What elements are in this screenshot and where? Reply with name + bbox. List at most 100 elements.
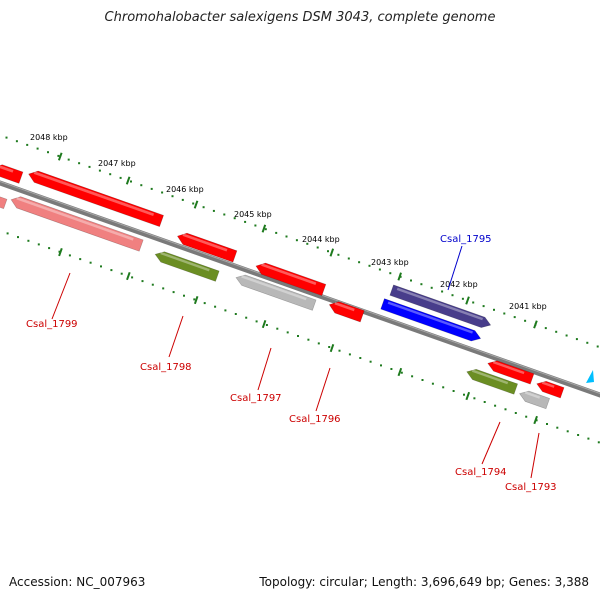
outer-ruler-ticks	[57, 152, 538, 329]
ruler-tick	[193, 200, 199, 209]
ruler-dot	[119, 176, 122, 179]
ruler-dot	[57, 154, 60, 157]
ruler-dot	[286, 331, 289, 334]
gene-label[interactable]: Csal_1794	[455, 467, 507, 478]
ruler-label: 2045 kbp	[234, 210, 272, 219]
ruler-dot	[150, 187, 153, 190]
ruler-dot	[555, 330, 558, 333]
ruler-tick	[533, 415, 538, 425]
ruler-dot	[141, 280, 144, 283]
ruler-tick	[397, 272, 402, 281]
gene-csal-1796	[328, 301, 365, 323]
ruler-dot	[420, 283, 423, 286]
gene-csal-1798-a-arrow	[176, 232, 238, 263]
ruler-dot	[109, 173, 112, 176]
ruler-dot	[5, 136, 8, 139]
gene-layer	[0, 164, 565, 410]
ruler-dot	[577, 434, 580, 436]
ruler-dot	[306, 242, 309, 245]
gene-label[interactable]: Csal_1793	[505, 482, 557, 493]
gene-csal-1793-a-shine	[541, 381, 555, 388]
gene-label[interactable]: Csal_1798	[140, 362, 192, 373]
gene-csal-1798-b-shine	[160, 251, 210, 272]
ruler-dot	[430, 286, 433, 289]
ruler-dot	[58, 250, 61, 253]
ruler-dot	[544, 327, 547, 330]
gene-csal-1797-a	[255, 262, 327, 297]
ruler-tick	[57, 152, 63, 161]
ruler-tick	[465, 391, 471, 401]
ruler-dot	[524, 319, 527, 322]
ruler-dot	[596, 345, 599, 348]
ruler-dot	[285, 235, 288, 238]
gene-label-leader	[481, 421, 501, 465]
ruler-dot	[79, 258, 82, 261]
gene-csal-1794-b-shine	[471, 369, 509, 385]
ruler-dot	[482, 305, 485, 308]
ruler-dot	[575, 338, 578, 341]
ruler-label: 2042 kbp	[440, 280, 478, 289]
ruler-dot	[338, 349, 341, 352]
ruler-dot	[36, 147, 39, 150]
ruler-dot	[265, 324, 268, 326]
ruler-dot	[378, 268, 381, 271]
ruler-dot	[348, 353, 351, 356]
ruler-label: 2041 kbp	[509, 302, 547, 311]
ruler-dot	[203, 302, 206, 305]
inner-ruler-dots	[6, 232, 600, 444]
gene-label[interactable]: Csal_1797	[230, 393, 282, 404]
ruler-dot	[172, 291, 175, 294]
gene-csal-1794-a-shine	[492, 360, 525, 375]
gene-unlabeled-2	[0, 193, 8, 210]
ruler-dot	[369, 360, 372, 363]
ruler-dot	[151, 283, 154, 286]
genome-backbone-highlight	[0, 180, 600, 395]
ruler-dot	[586, 341, 589, 344]
ruler-dot	[442, 386, 445, 389]
ruler-dot	[307, 338, 310, 341]
ruler-dot	[6, 232, 9, 235]
ruler-dot	[183, 294, 185, 297]
ruler-dot	[327, 250, 329, 253]
genome-backbone	[0, 180, 600, 398]
ruler-dot	[565, 334, 568, 337]
ruler-dot	[162, 287, 165, 290]
ruler-dot	[525, 415, 528, 418]
ruler-dot	[275, 231, 278, 234]
ruler-label: 2044 kbp	[302, 235, 340, 244]
ruler-dot	[78, 162, 81, 165]
ruler-dot	[130, 180, 132, 183]
ruler-dot	[358, 261, 361, 264]
gene-csal-1799-b-shine	[16, 196, 134, 241]
ruler-dot	[390, 368, 393, 370]
ruler-dot	[297, 335, 299, 337]
gene-csal-1795-a-shine	[396, 287, 484, 321]
ruler-dot	[67, 158, 70, 161]
ruler-dot	[264, 228, 267, 231]
ruler-dot	[233, 217, 236, 220]
gene-label[interactable]: Csal_1795	[440, 234, 492, 245]
ruler-dot	[513, 316, 516, 319]
gene-label[interactable]: Csal_1799	[26, 319, 78, 330]
ruler-tick	[58, 247, 63, 257]
gene-csal-1795-b	[380, 298, 482, 342]
ruler-dot	[451, 294, 454, 297]
ruler-dot	[328, 346, 331, 348]
gene-label[interactable]: Csal_1796	[289, 414, 341, 425]
gene-csal-1797-a-shine	[261, 263, 317, 285]
gene-csal-1793-a	[536, 380, 565, 399]
ruler-dot	[193, 298, 196, 301]
gene-csal-1794-a-arrow	[487, 360, 535, 385]
ruler-tick	[193, 295, 199, 305]
ruler-label: 2048 kbp	[30, 133, 68, 142]
ruler-dot	[202, 206, 205, 209]
ruler-dot	[88, 165, 91, 168]
ruler-dot	[441, 290, 444, 293]
ruler-dot	[493, 308, 495, 311]
gene-label-leader	[315, 367, 331, 412]
ruler-tick	[533, 320, 538, 329]
ruler-dot	[556, 426, 559, 429]
gene-csal-1797-b-shine	[241, 275, 307, 301]
ruler-tick	[126, 271, 131, 281]
ruler-dot	[110, 269, 113, 272]
